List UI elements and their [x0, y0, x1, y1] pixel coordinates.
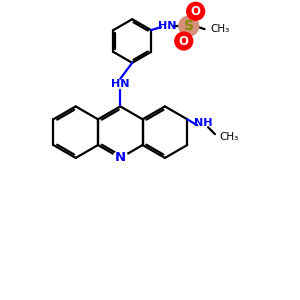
Circle shape — [187, 2, 205, 20]
Text: S: S — [184, 19, 194, 33]
Text: CH₃: CH₃ — [219, 132, 238, 142]
Text: HN: HN — [158, 21, 176, 31]
Text: HN: HN — [111, 79, 130, 88]
Circle shape — [179, 16, 199, 36]
Circle shape — [175, 32, 193, 50]
Text: N: N — [115, 152, 125, 164]
Text: N: N — [115, 152, 126, 164]
Text: O: O — [179, 34, 189, 47]
Text: CH₃: CH₃ — [211, 24, 230, 34]
Text: O: O — [191, 5, 201, 18]
Text: NH: NH — [194, 118, 212, 128]
